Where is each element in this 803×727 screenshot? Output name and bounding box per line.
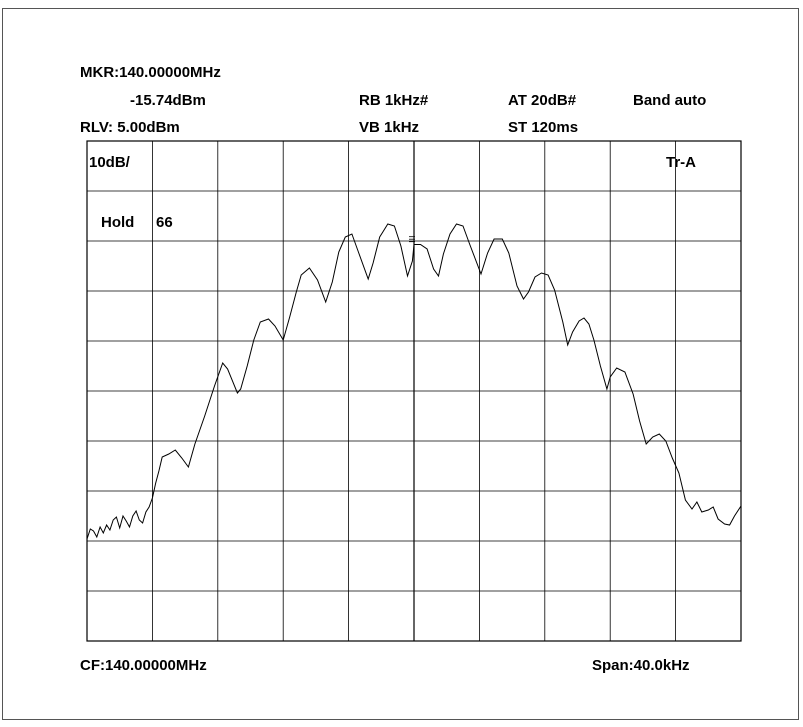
band-mode: Band auto <box>633 92 707 109</box>
attenuation: AT 20dB# <box>508 92 577 109</box>
span: Span:40.0kHz <box>592 657 690 674</box>
hold-label: Hold <box>101 214 135 231</box>
grid-lines <box>87 141 741 641</box>
marker-frequency: MKR:140.00000MHz <box>80 64 221 81</box>
window-frame <box>2 8 799 720</box>
marker-level: -15.74dBm <box>130 92 206 109</box>
video-bandwidth: VB 1kHz <box>359 119 420 136</box>
marker-icon <box>409 236 415 243</box>
center-frequency: CF:140.00000MHz <box>80 657 207 674</box>
trace-a-line <box>86 223 742 540</box>
resolution-bandwidth: RB 1kHz# <box>359 92 429 109</box>
hold-count: 66 <box>156 214 173 231</box>
trace-label: Tr-A <box>666 154 696 171</box>
sweep-time: ST 120ms <box>508 119 579 136</box>
reference-level: RLV: 5.00dBm <box>80 119 180 136</box>
scale-label: 10dB/ <box>89 154 130 171</box>
